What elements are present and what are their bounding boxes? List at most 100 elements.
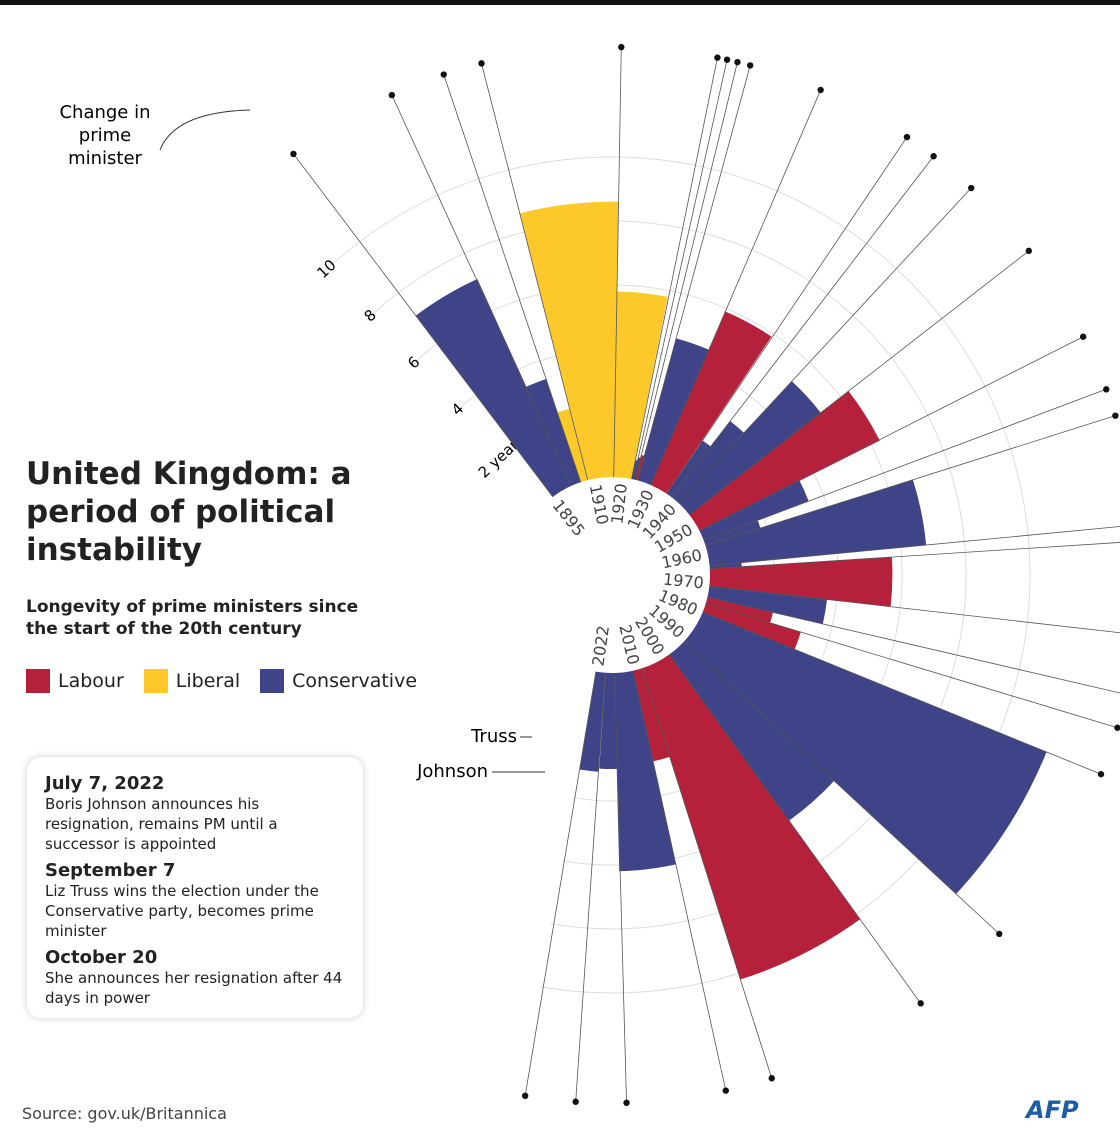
change-line — [650, 89, 822, 486]
bar — [633, 668, 670, 762]
change-line — [613, 47, 622, 478]
change-dot — [917, 1000, 924, 1007]
change-line — [293, 153, 554, 498]
legend-item: Conservative — [260, 669, 417, 693]
change-dot — [440, 71, 447, 78]
legend: Labour Liberal Conservative — [26, 669, 417, 693]
change-dot — [714, 54, 721, 61]
change-line — [671, 156, 934, 498]
bar — [705, 479, 927, 566]
bar — [671, 421, 744, 504]
legend-label: Liberal — [175, 670, 241, 692]
note-text: She announces her resignation after 44 d… — [45, 969, 343, 1007]
bar — [707, 586, 828, 624]
legend-item: Labour — [26, 669, 124, 693]
change-line — [678, 187, 972, 504]
legend-label: Labour — [58, 670, 124, 692]
change-dot — [290, 150, 297, 158]
change-dot — [903, 133, 911, 141]
change-dot — [817, 86, 824, 94]
change-line — [703, 388, 1107, 541]
note-text: Boris Johnson announces his resignation,… — [45, 795, 278, 853]
change-dot — [1025, 247, 1033, 255]
change-dot — [618, 43, 625, 51]
bar — [631, 460, 638, 480]
change-dot — [572, 1098, 579, 1105]
change-line — [699, 336, 1084, 532]
change-line — [634, 62, 738, 480]
bar — [635, 454, 645, 481]
change-line — [668, 654, 922, 1004]
change-line — [443, 74, 582, 483]
bar — [637, 338, 710, 486]
bar — [579, 671, 606, 772]
change-line — [524, 671, 597, 1096]
x-tick-label: 2022 — [588, 624, 613, 667]
annotation-leader — [159, 109, 251, 151]
bar — [683, 611, 1047, 894]
bar — [666, 440, 711, 498]
change-dot — [768, 1075, 775, 1082]
bar — [415, 278, 572, 497]
change-dot — [1112, 412, 1119, 419]
note-text: Liz Truss wins the election under the Co… — [45, 882, 319, 940]
source: Source: gov.uk/Britannica — [22, 1104, 227, 1123]
legend-label: Conservative — [292, 670, 418, 692]
chart-subtitle: Longevity of prime ministers since the s… — [26, 597, 359, 639]
note-date: July 7, 2022 — [45, 773, 165, 794]
change-dot — [478, 60, 485, 67]
logo: AFP — [1026, 1096, 1079, 1124]
bar — [525, 378, 581, 486]
bar — [669, 641, 835, 821]
bar — [650, 311, 772, 494]
change-dot — [930, 153, 937, 160]
change-line — [666, 136, 908, 494]
change-dot — [746, 62, 754, 69]
change-dot — [623, 1099, 630, 1106]
legend-swatch — [26, 669, 50, 693]
change-line — [683, 641, 1000, 935]
bar — [702, 603, 801, 650]
bar — [699, 480, 809, 541]
change-dot — [723, 56, 731, 63]
annotation-line: prime — [79, 125, 131, 146]
change-line — [689, 250, 1030, 516]
change-line — [391, 94, 572, 487]
change-dot — [1103, 386, 1110, 393]
x-tick-label: 1920 — [607, 482, 631, 525]
change-line — [631, 57, 718, 480]
bar — [613, 291, 668, 479]
top-rule — [0, 0, 1120, 5]
annotation: Johnson — [416, 761, 488, 782]
legend-item: Liberal — [143, 669, 241, 693]
change-line — [575, 672, 606, 1102]
change-line — [632, 670, 727, 1091]
change-line — [707, 596, 1120, 694]
change-dot — [521, 1092, 529, 1100]
change-line — [481, 63, 589, 481]
change-line — [705, 415, 1116, 546]
change-line — [709, 585, 1120, 634]
bar — [633, 457, 641, 480]
bar — [557, 408, 588, 483]
bar — [709, 562, 742, 569]
annotation: Change in prime minister — [59, 102, 150, 169]
annotation: Truss — [470, 726, 517, 747]
legend-swatch — [260, 669, 285, 693]
change-line — [705, 602, 1118, 729]
change-line — [709, 526, 1120, 567]
change-line — [709, 542, 1120, 570]
bar — [599, 672, 618, 769]
bar — [705, 597, 773, 623]
note-date: September 7 — [45, 860, 176, 881]
change-line — [641, 668, 773, 1079]
change-dot — [1097, 770, 1105, 778]
change-line — [632, 59, 728, 480]
change-dot — [734, 58, 741, 66]
annotation-line: minister — [68, 148, 142, 169]
change-dot — [722, 1087, 729, 1094]
note-date: October 20 — [45, 947, 158, 968]
change-line — [702, 611, 1102, 775]
